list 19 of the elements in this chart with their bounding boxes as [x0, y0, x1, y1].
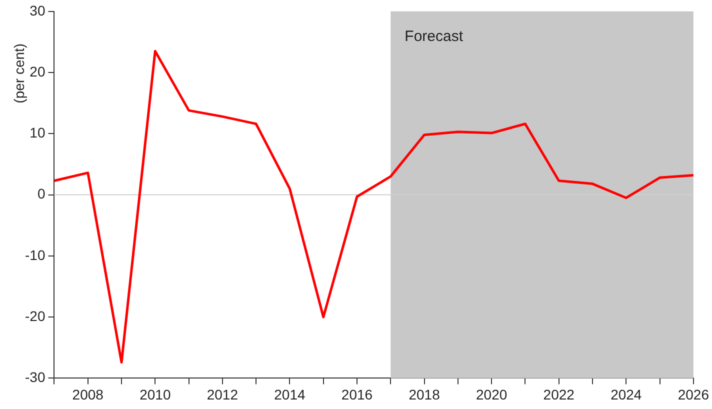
y-tick-label: 20 [30, 63, 46, 80]
band-label: Forecast [404, 28, 464, 46]
y-axis-title: (per cent) [10, 43, 27, 104]
x-tick-label: 2020 [476, 386, 508, 402]
x-tick-label: 2018 [408, 386, 440, 402]
x-tick-label: 2024 [610, 386, 642, 402]
y-tick-label: -10 [25, 246, 46, 263]
x-tick-label: 2016 [341, 386, 373, 402]
x-tick-label: 2014 [274, 386, 306, 402]
y-tick-label: -20 [25, 308, 46, 324]
y-tick-label: 10 [30, 124, 46, 141]
x-tick-label: 2008 [72, 386, 104, 402]
x-tick-label: 2022 [543, 386, 575, 402]
y-tick-label: 0 [37, 186, 46, 202]
y-tick-label: -30 [25, 369, 46, 386]
y-tick-label: 30 [30, 2, 46, 18]
x-tick-label: 2012 [206, 386, 238, 402]
x-tick-label: 2010 [140, 386, 171, 402]
x-tick-label: 2026 [678, 386, 710, 402]
